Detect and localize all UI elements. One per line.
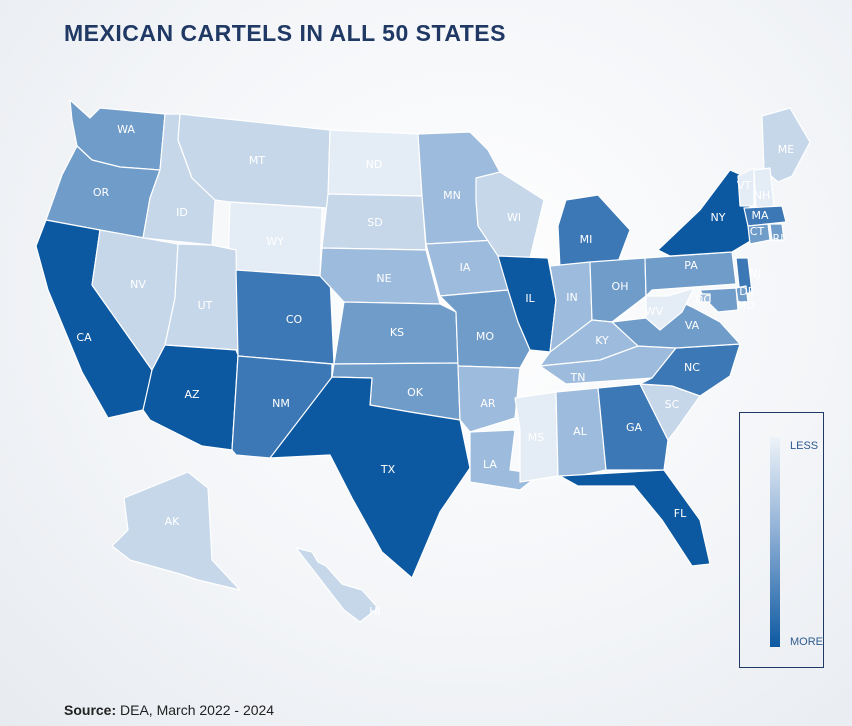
state-label-pa: PA xyxy=(684,259,698,272)
state-label-ma: MA xyxy=(751,209,768,222)
state-co xyxy=(235,269,335,365)
legend-more-label: MORE xyxy=(790,636,823,648)
state-label-hi: HI xyxy=(369,605,381,618)
state-label-nj: NJ xyxy=(749,267,760,280)
source-label: Source: xyxy=(64,702,117,718)
state-hi xyxy=(295,547,379,623)
state-label-oh: OH xyxy=(612,280,629,293)
state-wv xyxy=(645,287,695,331)
state-fl xyxy=(559,469,711,567)
state-label-ri: RI xyxy=(773,232,784,245)
label-layer: WA OR CA ID NV MT WY UT AZ CO NM ND SD NE KS OK TX MN IA MO… xyxy=(76,123,794,618)
state-label-dc: DC xyxy=(695,293,711,306)
legend-less-label: LESS xyxy=(790,440,819,452)
state-nh xyxy=(753,167,775,209)
state-label-md: MD xyxy=(737,299,755,312)
state-label-in: IN xyxy=(566,291,577,304)
state-label-wi: WI xyxy=(507,211,521,224)
state-label-ks: KS xyxy=(390,326,404,339)
state-label-ut: UT xyxy=(198,299,213,312)
state-label-ca: CA xyxy=(76,331,92,344)
state-label-la: LA xyxy=(483,458,497,471)
state-label-nd: ND xyxy=(366,158,383,171)
state-label-vt: VT xyxy=(737,179,752,192)
state-label-fl: FL xyxy=(674,507,687,520)
state-label-tn: TN xyxy=(570,371,586,384)
state-label-tx: TX xyxy=(380,463,396,476)
state-label-wy: WY xyxy=(266,235,284,248)
state-label-ct: CT xyxy=(750,225,765,238)
state-label-nh: NH xyxy=(754,189,771,202)
state-label-ia: IA xyxy=(460,261,471,274)
state-label-nv: NV xyxy=(130,278,146,291)
state-label-ga: GA xyxy=(626,421,643,434)
state-tx xyxy=(269,376,471,579)
state-ri xyxy=(769,223,785,241)
state-ms xyxy=(514,391,559,483)
state-vt xyxy=(737,167,755,207)
state-label-nc: NC xyxy=(684,361,700,374)
state-label-wv: WV xyxy=(645,305,664,318)
state-label-va: VA xyxy=(685,319,700,332)
state-label-sc: SC xyxy=(665,398,680,411)
state-label-ok: OK xyxy=(407,386,424,399)
state-label-id: ID xyxy=(176,206,188,219)
state-ar xyxy=(457,365,521,433)
state-layer xyxy=(35,99,811,623)
state-label-il: IL xyxy=(525,292,535,305)
state-label-ar: AR xyxy=(480,397,496,410)
state-label-al: AL xyxy=(573,425,588,438)
state-mi xyxy=(557,194,631,269)
state-ma xyxy=(743,205,787,227)
state-label-mi: MI xyxy=(580,233,593,246)
map-title: MEXICAN CARTELS IN ALL 50 STATES xyxy=(64,20,506,46)
state-label-me: ME xyxy=(778,143,794,156)
state-label-ak: AK xyxy=(165,515,181,528)
source-text: DEA, March 2022 - 2024 xyxy=(120,702,275,718)
state-label-or: OR xyxy=(93,186,110,199)
state-label-sd: SD xyxy=(367,216,382,229)
state-ak xyxy=(111,471,241,591)
state-label-mt: MT xyxy=(249,154,265,167)
state-label-ne: NE xyxy=(376,272,391,285)
state-dc xyxy=(699,293,711,303)
state-label-mn: MN xyxy=(443,189,461,202)
state-label-de: DE xyxy=(739,285,754,298)
state-az xyxy=(142,344,239,451)
state-label-nm: NM xyxy=(272,397,290,410)
state-label-wa: WA xyxy=(117,123,135,136)
state-label-ms: MS xyxy=(528,431,544,444)
state-label-mo: MO xyxy=(476,330,494,343)
state-label-co: CO xyxy=(286,313,303,326)
state-label-az: AZ xyxy=(184,388,200,401)
state-label-ky: KY xyxy=(595,334,609,347)
source-note: Source: DEA, March 2022 - 2024 xyxy=(64,702,274,718)
state-label-ny: NY xyxy=(711,211,726,224)
state-ct xyxy=(747,223,771,245)
legend: LESS MORE xyxy=(739,412,824,668)
state-nj xyxy=(735,257,753,297)
state-il xyxy=(497,255,557,353)
legend-gradient-bar xyxy=(770,437,780,647)
state-oh xyxy=(589,257,647,323)
